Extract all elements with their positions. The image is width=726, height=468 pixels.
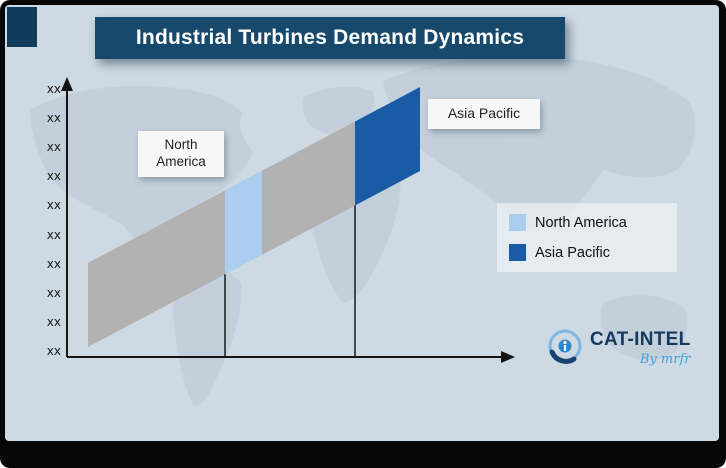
y-tick-label: xx — [46, 256, 61, 271]
legend-item: Asia Pacific — [509, 244, 665, 261]
logo-byline: By mrfr — [639, 352, 691, 367]
reference-lines — [224, 205, 356, 357]
corner-accent-square — [7, 7, 37, 47]
y-tick-label: xx — [46, 227, 61, 242]
y-tick-label: xx — [46, 314, 61, 329]
demand-ribbon — [88, 87, 420, 347]
y-tick-label: xx — [46, 82, 61, 96]
ribbon-segment-north-america — [225, 170, 262, 275]
chart-title: Industrial Turbines Demand Dynamics — [135, 26, 525, 49]
north-america-label: North America — [138, 131, 224, 177]
chart-canvas: Industrial Turbines Demand Dynamics xx xx… — [5, 5, 719, 441]
y-tick-label: xx — [46, 111, 61, 126]
ribbon-segment-asia-pacific — [355, 87, 420, 206]
y-tick-label: xx — [46, 198, 61, 213]
y-tick-label: xx — [46, 169, 61, 184]
asia-pacific-label-text: Asia Pacific — [447, 105, 521, 122]
legend-swatch — [509, 214, 526, 231]
legend-label: Asia Pacific — [535, 244, 610, 261]
legend-label: North America — [535, 214, 627, 231]
legend-item: North America — [509, 214, 665, 231]
y-tick-label: xx — [46, 343, 61, 358]
north-america-label-text: North America — [156, 137, 206, 169]
ribbon-segment-gray-upper — [262, 121, 355, 255]
legend-swatch — [509, 244, 526, 261]
logo-brand-text: CAT-INTEL — [590, 329, 691, 350]
y-tick-label: xx — [46, 140, 61, 155]
cat-intel-logo: CAT-INTEL By mrfr — [543, 321, 691, 371]
cat-intel-logo-icon — [548, 329, 582, 364]
logo-text: CAT-INTEL By mrfr — [590, 329, 691, 367]
x-axis-arrowhead — [501, 351, 515, 363]
title-banner: Industrial Turbines Demand Dynamics — [95, 17, 565, 59]
legend: North America Asia Pacific — [497, 203, 677, 272]
y-axis-tick-labels: xx xx xx xx xx xx xx xx xx xx — [39, 82, 61, 358]
axes — [61, 77, 515, 363]
y-axis-arrowhead — [61, 77, 73, 91]
asia-pacific-label: Asia Pacific — [428, 99, 540, 129]
y-tick-label: xx — [46, 285, 61, 300]
ribbon-segment-gray-lower — [88, 190, 225, 347]
